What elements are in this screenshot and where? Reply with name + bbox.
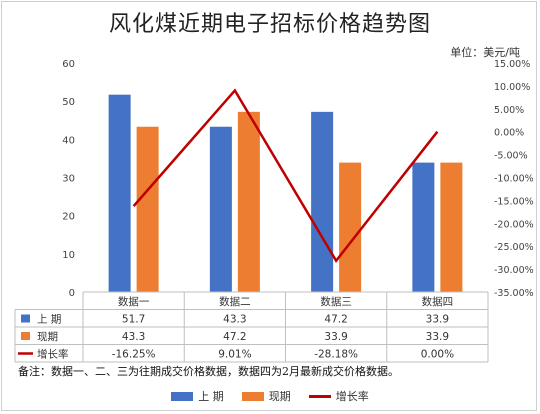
y-right-tick-label: 5.00% [494,105,524,116]
chart-legend: 上 期 现期 增长率 [0,388,540,404]
table-data-cell: 47.2 [223,331,246,343]
legend-item-prev: 上 期 [171,388,224,404]
bar-curr [440,162,463,292]
table-data-cell: 47.2 [324,314,347,326]
table-data-cell: 51.7 [122,314,145,326]
y-left-tick-label: 0 [69,288,75,299]
legend-label-curr: 现期 [268,390,291,403]
y-left-tick-label: 50 [62,97,75,108]
y-left-tick-label: 20 [62,212,75,223]
legend-label-rate: 增长率 [335,390,369,403]
table-data-cell: -28.18% [314,349,358,361]
table-data-cell: 0.00% [421,349,454,361]
table-data-cell: 9.01% [218,349,251,361]
table-legend-swatch [21,332,30,340]
y-right-tick-label: -15.00% [494,196,534,207]
y-right-tick-label: -30.00% [494,265,534,276]
table-legend-swatch [21,314,30,323]
table-series-name: 增长率 [37,348,69,361]
bar-prev [209,126,232,292]
unit-label: 单位：美元/吨 [450,46,520,59]
y-left-tick-label: 40 [62,135,75,146]
chart-title: 风化煤近期电子招标价格趋势图 [108,12,431,37]
bar-prev [311,111,334,292]
table-series-name: 上 期 [37,314,61,326]
y-left-tick-label: 60 [62,59,75,70]
y-right-tick-label: -5.00% [494,151,528,162]
legend-item-rate: 增长率 [308,388,369,404]
x-category-label: 数据四 [422,295,454,308]
bar-curr [339,162,362,292]
legend-item-curr: 现期 [241,388,291,404]
legend-label-prev: 上 期 [198,390,224,403]
x-category-label: 数据一 [118,295,150,308]
bar-prev [108,94,131,292]
bar-prev [412,162,435,292]
y-right-tick-label: 0.00% [494,128,524,139]
table-data-cell: -16.25% [112,349,156,361]
y-right-tick-label: -35.00% [494,288,534,299]
y-left-tick-label: 10 [62,250,75,261]
legend-swatch-prev [171,391,194,401]
table-series-name: 现期 [37,331,58,343]
table-data-cell: 43.3 [223,314,246,326]
legend-swatch-rate [308,394,331,398]
table-data-cell: 33.9 [426,314,449,326]
x-category-label: 数据三 [320,295,352,308]
legend-swatch-curr [241,391,264,401]
y-right-tick-label: -25.00% [494,242,534,253]
table-data-cell: 33.9 [324,331,347,343]
chart-note: 备注：数据一、二、三为往期成交价格数据，数据四为2月最新成交价格数据。 [18,365,399,378]
table-data-cell: 33.9 [426,331,449,343]
bar-curr [136,126,159,292]
growth-rate-line [132,88,439,263]
y-right-tick-label: -20.00% [494,219,534,230]
bar-curr [237,111,260,292]
x-category-label: 数据二 [219,295,251,308]
y-right-tick-label: -10.00% [494,174,534,185]
table-data-cell: 43.3 [122,331,145,343]
y-right-tick-label: 15.00% [494,59,530,70]
y-right-tick-label: 10.00% [494,82,530,93]
y-left-tick-label: 30 [62,174,75,185]
